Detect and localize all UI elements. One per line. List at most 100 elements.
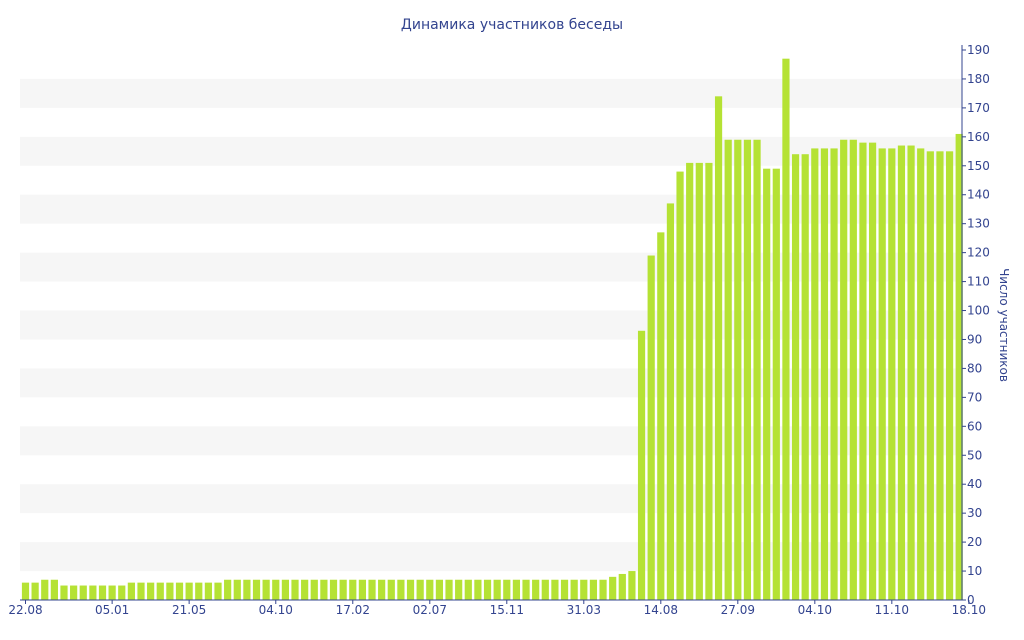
grid-band	[20, 484, 962, 514]
bar	[917, 148, 925, 601]
bar	[262, 579, 270, 600]
x-tick-label: 14.08	[644, 603, 678, 617]
bar	[243, 579, 251, 600]
bar	[41, 579, 49, 600]
bar	[435, 579, 444, 600]
bar	[714, 96, 723, 600]
bar	[147, 582, 155, 600]
bar	[70, 585, 78, 600]
bar	[368, 579, 376, 600]
grid-bands	[20, 78, 962, 572]
bar-series	[21, 58, 963, 601]
bar	[320, 579, 328, 600]
y-axis: 0 10 20 30 40 50 60 70 80 90 100 110 120 130 140 150 160…	[961, 43, 990, 607]
y-tick-label: 150	[967, 159, 990, 173]
x-tick-label: 15.11	[490, 603, 524, 617]
x-tick-label: 18.10	[952, 603, 986, 617]
bar	[763, 168, 771, 600]
bar	[98, 585, 107, 600]
bar	[782, 58, 790, 601]
bar	[503, 579, 511, 600]
bar	[734, 139, 742, 601]
y-tick-label: 170	[967, 101, 990, 115]
bar	[493, 579, 501, 600]
x-tick-label: 21.05	[172, 603, 206, 617]
x-axis: 22.08 05.01 21.05 04.10 17.02 02.07 15.11 31.03…	[8, 599, 986, 617]
bar	[945, 151, 954, 600]
bar	[695, 162, 703, 600]
x-tick-label: 11.10	[875, 603, 909, 617]
x-tick-label: 02.07	[413, 603, 447, 617]
bar	[705, 162, 713, 600]
bar	[378, 579, 386, 600]
y-tick-label: 10	[967, 564, 982, 578]
y-tick-label: 120	[967, 246, 990, 260]
bar	[31, 582, 39, 600]
grid-band	[20, 252, 962, 282]
bar	[570, 579, 578, 600]
y-tick-label: 0	[967, 593, 975, 607]
bar	[840, 139, 848, 601]
y-tick-label: 30	[967, 506, 982, 520]
bar	[118, 585, 126, 600]
bar	[878, 148, 886, 601]
bar	[791, 154, 800, 600]
bar	[772, 168, 780, 600]
x-tick-label: 04.10	[798, 603, 832, 617]
bar	[233, 579, 241, 600]
grid-band	[20, 194, 962, 224]
bar	[820, 148, 829, 601]
bar	[532, 579, 540, 600]
bar	[108, 585, 116, 600]
y-tick-label: 70	[967, 390, 982, 404]
y-tick-label: 40	[967, 477, 982, 491]
bar	[329, 579, 338, 600]
bar	[301, 579, 309, 600]
bar	[580, 579, 588, 600]
bar	[743, 139, 752, 601]
chart-title: Динамика участников беседы	[401, 17, 623, 33]
y-tick-label: 110	[967, 275, 990, 289]
bar	[811, 148, 819, 601]
bar	[455, 579, 463, 600]
bar	[474, 579, 482, 600]
y-tick-label: 190	[967, 43, 990, 57]
bar	[541, 579, 549, 600]
bar	[127, 582, 135, 600]
grid-band	[20, 310, 962, 340]
bar	[888, 148, 896, 601]
bar	[724, 139, 732, 601]
bar	[214, 582, 222, 600]
bar	[897, 145, 906, 600]
bar	[195, 582, 203, 600]
bar	[801, 154, 809, 600]
grid-band	[20, 426, 962, 456]
bar	[166, 582, 174, 600]
bar	[349, 579, 357, 600]
bar	[339, 579, 347, 600]
bar	[560, 579, 569, 600]
bar	[926, 151, 934, 600]
bar	[50, 579, 58, 600]
bar	[281, 579, 289, 600]
bar	[849, 139, 857, 601]
x-tick-label: 05.01	[95, 603, 129, 617]
bar	[21, 582, 30, 600]
x-tick-label: 31.03	[567, 603, 601, 617]
bar	[397, 579, 405, 600]
bar	[60, 585, 68, 600]
bar	[406, 579, 415, 600]
bar	[599, 579, 607, 600]
bar	[955, 133, 963, 600]
bar	[637, 330, 646, 600]
bar	[464, 579, 472, 600]
bar	[522, 579, 530, 600]
bar	[310, 579, 318, 600]
bar	[753, 139, 761, 601]
y-tick-label: 160	[967, 130, 990, 144]
x-tick-label: 22.08	[8, 603, 42, 617]
bar	[89, 585, 97, 600]
bar	[175, 582, 184, 600]
x-tick-label: 04.10	[259, 603, 293, 617]
y-tick-label: 130	[967, 217, 990, 231]
